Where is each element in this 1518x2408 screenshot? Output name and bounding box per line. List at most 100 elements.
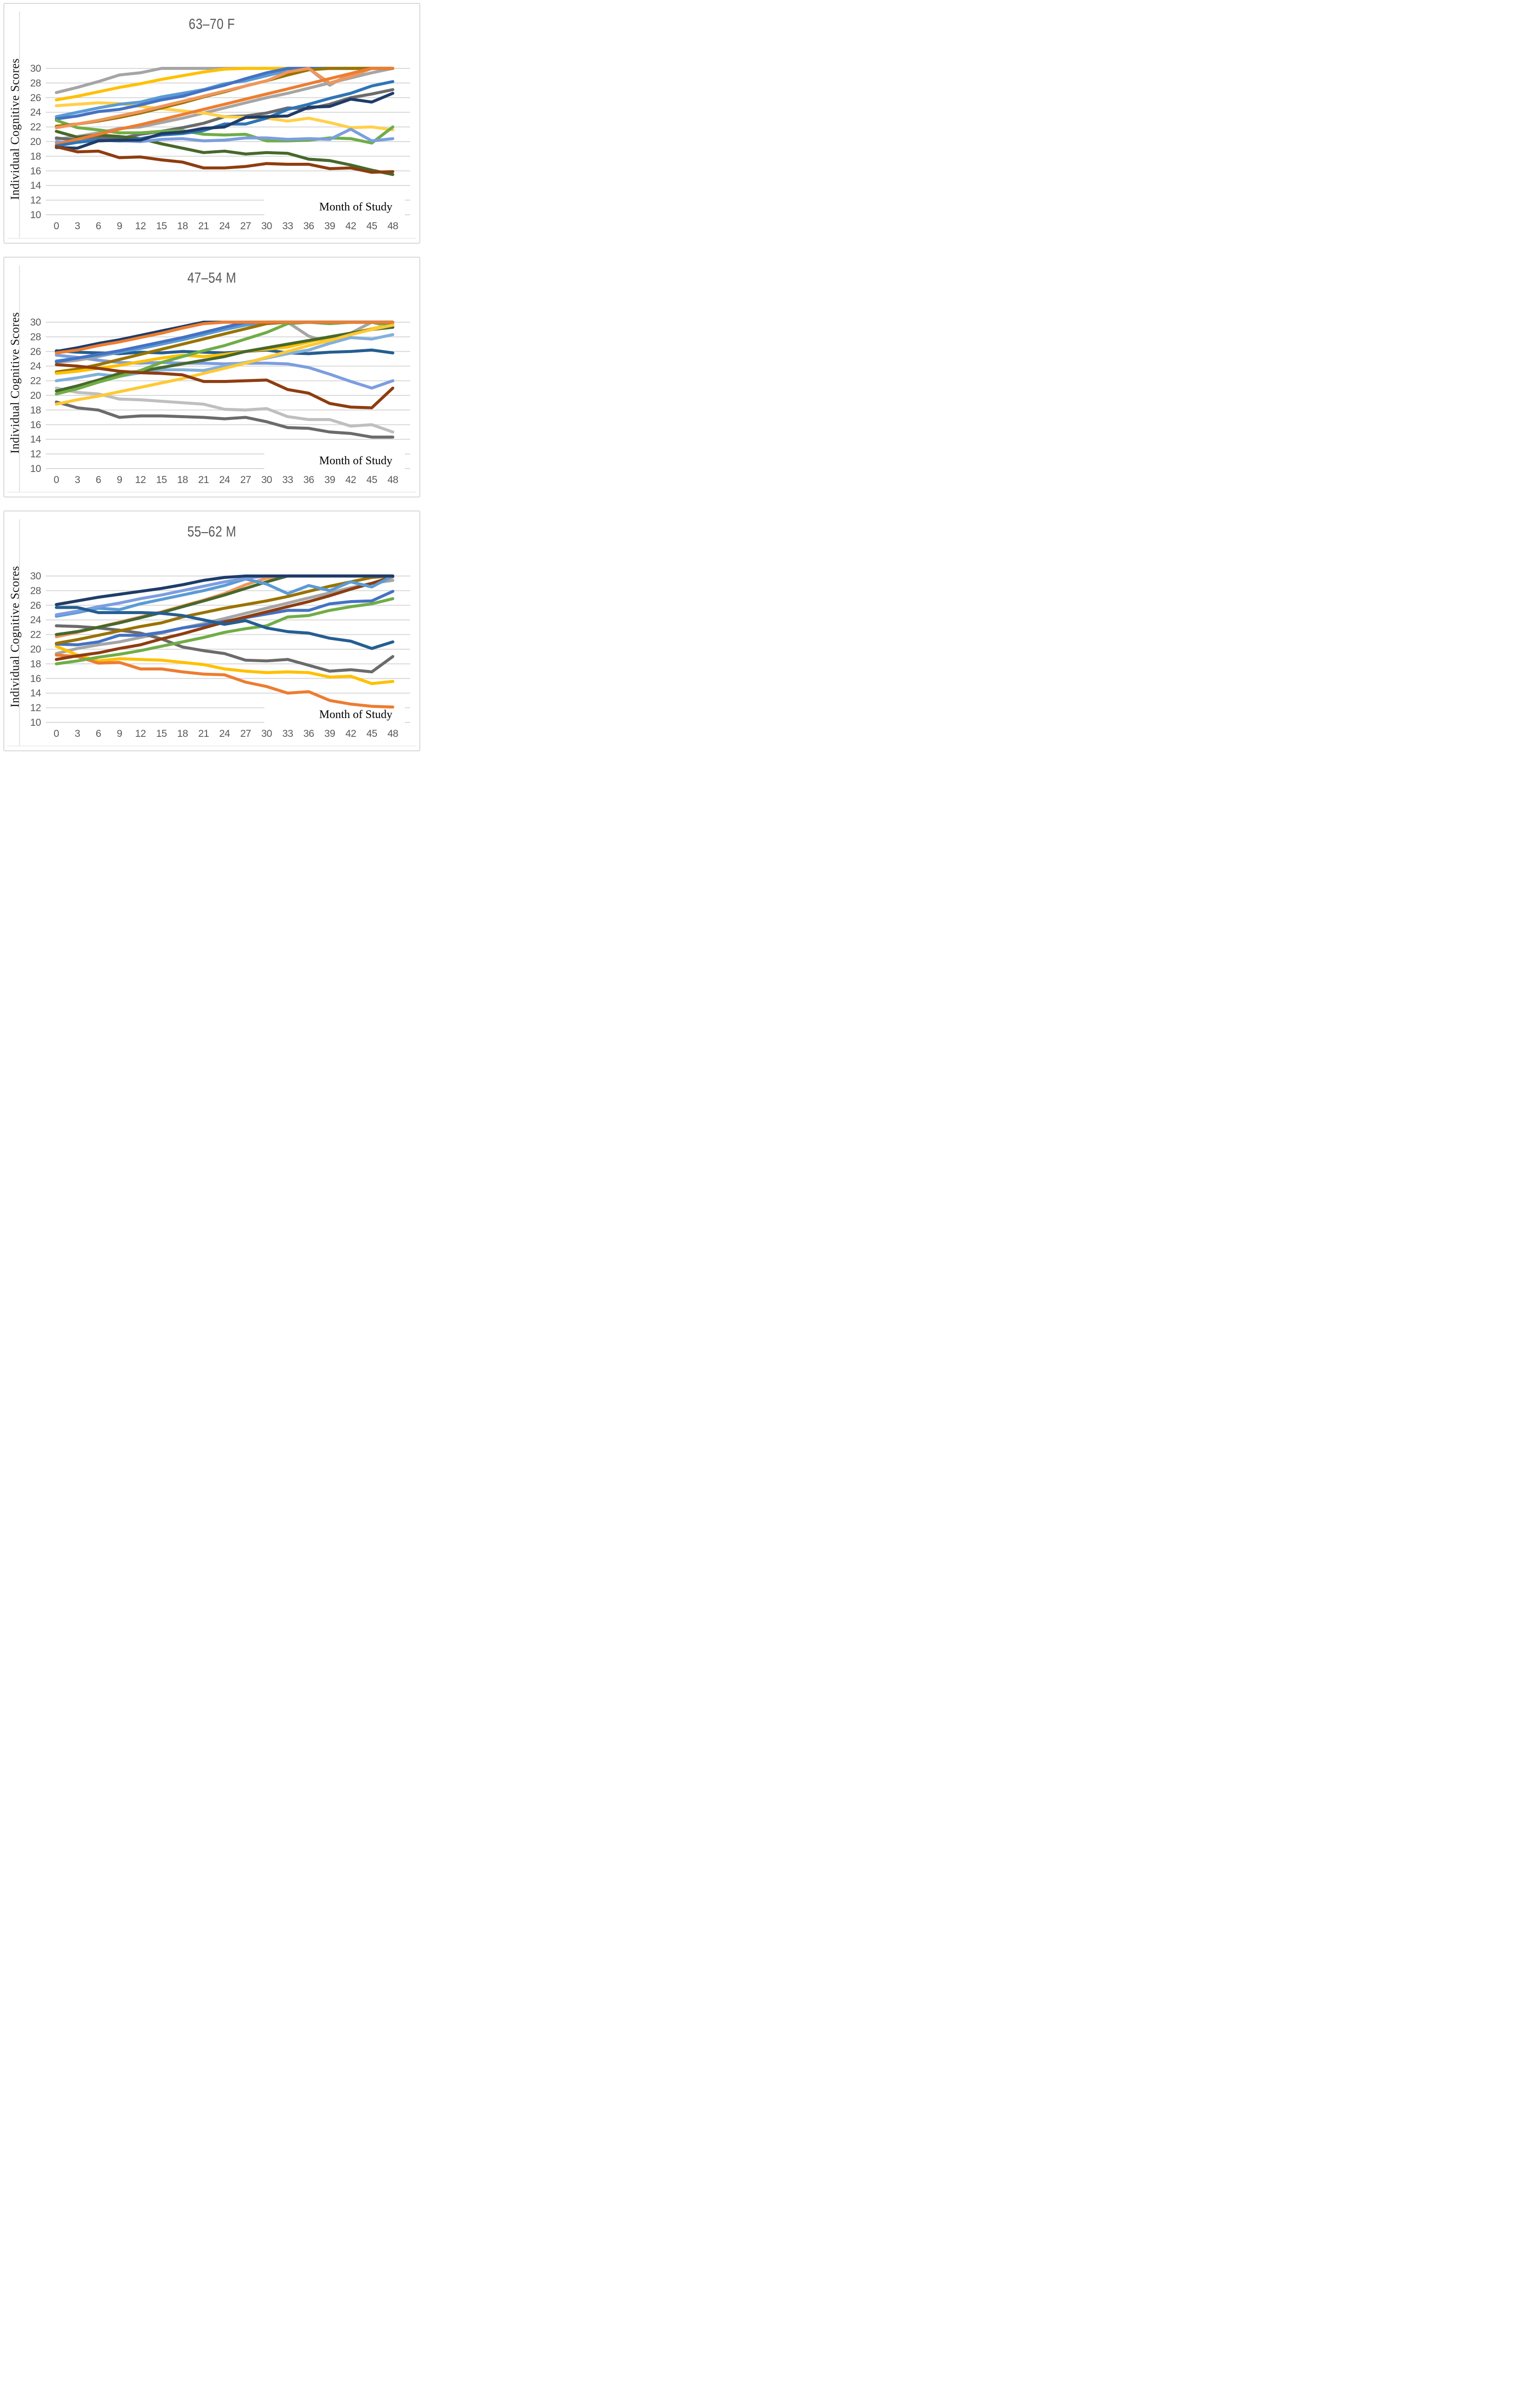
chart-title: 55–62 M	[187, 523, 236, 540]
x-tick-label: 36	[303, 221, 314, 232]
series-line-orange	[54, 654, 395, 709]
y-axis-title: Individual Cognitive Scores	[9, 312, 22, 454]
y-axis-title: Individual Cognitive Scores	[9, 565, 22, 708]
x-tick-label: 21	[198, 474, 209, 485]
x-tick-label: 3	[75, 221, 80, 232]
x-tick-label: 24	[219, 221, 230, 232]
x-tick-label: 24	[219, 474, 230, 485]
x-tick-label: 0	[53, 221, 59, 232]
x-tick-label: 18	[177, 221, 188, 232]
series-line-navy	[54, 574, 395, 606]
series-line-navy	[54, 92, 395, 150]
chart-panel-55-62-m: 10 12 14 16 18 20 22 24 26 28 30 0 3 6 9 12 15 18 21 24 27 30…	[3, 510, 420, 751]
x-tick-label: 39	[324, 728, 335, 739]
series-line-salmon	[54, 66, 395, 130]
series-line-olive	[54, 574, 395, 645]
series-line-steel	[54, 606, 395, 650]
y-tick-label: 20	[30, 644, 41, 655]
chart-title: 47–54 M	[187, 269, 236, 286]
x-tick-label: 3	[75, 728, 80, 739]
y-tick-label: 26	[30, 92, 41, 104]
x-tick-label: 39	[324, 221, 335, 232]
y-tick-label: 22	[30, 122, 41, 133]
y-tick-label: 30	[30, 63, 41, 74]
series-line-dark-green	[54, 130, 395, 176]
y-tick-label: 28	[30, 585, 41, 596]
x-tick-label: 18	[177, 728, 188, 739]
y-tick-label: 18	[30, 151, 41, 162]
y-tick-label: 10	[30, 209, 41, 221]
y-tick-label: 26	[30, 346, 41, 357]
series-line-gray	[54, 579, 395, 655]
x-tick-label: 36	[303, 728, 314, 739]
x-tick-label: 48	[388, 474, 398, 485]
chart-title: 63–70 F	[188, 15, 235, 32]
series-line-light-gray	[54, 386, 395, 434]
x-tick-label: 15	[156, 728, 167, 739]
x-tick-label: 0	[53, 474, 59, 485]
x-tick-label: 27	[240, 474, 251, 485]
y-tick-label: 10	[30, 463, 41, 474]
x-tick-label: 48	[388, 728, 398, 739]
y-tick-label: 24	[30, 107, 41, 118]
x-axis-title: Month of Study	[319, 201, 392, 213]
x-tick-label: 33	[282, 728, 293, 739]
y-tick-label: 20	[30, 390, 41, 401]
figure: 10 12 14 16 18 20 22 24 26 28 30 0 3 6 9 12 15 18 21 24 27 30…	[0, 0, 424, 755]
x-tick-label: 27	[240, 728, 251, 739]
series-line-light-blue	[54, 574, 395, 618]
y-axis-title: Individual Cognitive Scores	[9, 58, 22, 200]
series-line-dark-red	[54, 575, 395, 661]
x-tick-label: 12	[135, 221, 146, 232]
y-tick-label: 16	[30, 673, 41, 684]
y-tick-label: 12	[30, 449, 41, 460]
x-tick-label: 30	[261, 221, 272, 232]
y-tick-label: 24	[30, 361, 41, 372]
x-tick-label: 33	[282, 474, 293, 485]
series-line-green	[54, 597, 395, 666]
x-tick-label: 27	[240, 221, 251, 232]
series-line-dark-gray	[54, 624, 395, 674]
y-tick-label: 28	[30, 78, 41, 89]
x-tick-label: 45	[366, 728, 377, 739]
x-tick-label: 6	[96, 474, 101, 485]
y-tick-label: 30	[30, 571, 41, 582]
chart-panel-47-54-m: 10 12 14 16 18 20 22 24 26 28 30 0 3 6 9 12 15 18 21 24 27 30…	[3, 257, 420, 497]
x-tick-label: 6	[96, 728, 101, 739]
x-tick-label: 0	[53, 728, 59, 739]
x-tick-label: 36	[303, 474, 314, 485]
y-tick-label: 14	[30, 180, 41, 191]
x-tick-label: 18	[177, 474, 188, 485]
x-tick-label: 42	[345, 728, 356, 739]
y-tick-label: 18	[30, 405, 41, 416]
y-tick-label: 22	[30, 376, 41, 387]
x-tick-label: 30	[261, 728, 272, 739]
x-axis-title-backing	[264, 448, 405, 470]
x-tick-label: 21	[198, 221, 209, 232]
y-tick-label: 14	[30, 688, 41, 699]
x-tick-label: 30	[261, 474, 272, 485]
x-tick-label: 48	[388, 221, 398, 232]
series-line-dark-red	[54, 363, 395, 409]
y-tick-label: 24	[30, 615, 41, 626]
series-line-cornflower	[54, 353, 395, 390]
x-tick-label: 24	[219, 728, 230, 739]
y-tick-label: 18	[30, 658, 41, 669]
x-tick-label: 42	[345, 221, 356, 232]
y-tick-label: 16	[30, 419, 41, 431]
y-tick-label: 26	[30, 600, 41, 611]
x-tick-label: 9	[117, 474, 122, 485]
y-tick-label: 12	[30, 703, 41, 714]
y-tick-label: 14	[30, 434, 41, 445]
x-tick-label: 39	[324, 474, 335, 485]
x-axis-title: Month of Study	[319, 455, 392, 467]
x-tick-label: 21	[198, 728, 209, 739]
x-tick-label: 9	[117, 221, 122, 232]
y-tick-label: 20	[30, 136, 41, 147]
y-tick-label: 30	[30, 317, 41, 328]
chart-panel-63-70-f: 10 12 14 16 18 20 22 24 26 28 30 0 3 6 9 12 15 18 21 24 27 30…	[3, 3, 420, 244]
series-line-yellow	[54, 644, 395, 685]
